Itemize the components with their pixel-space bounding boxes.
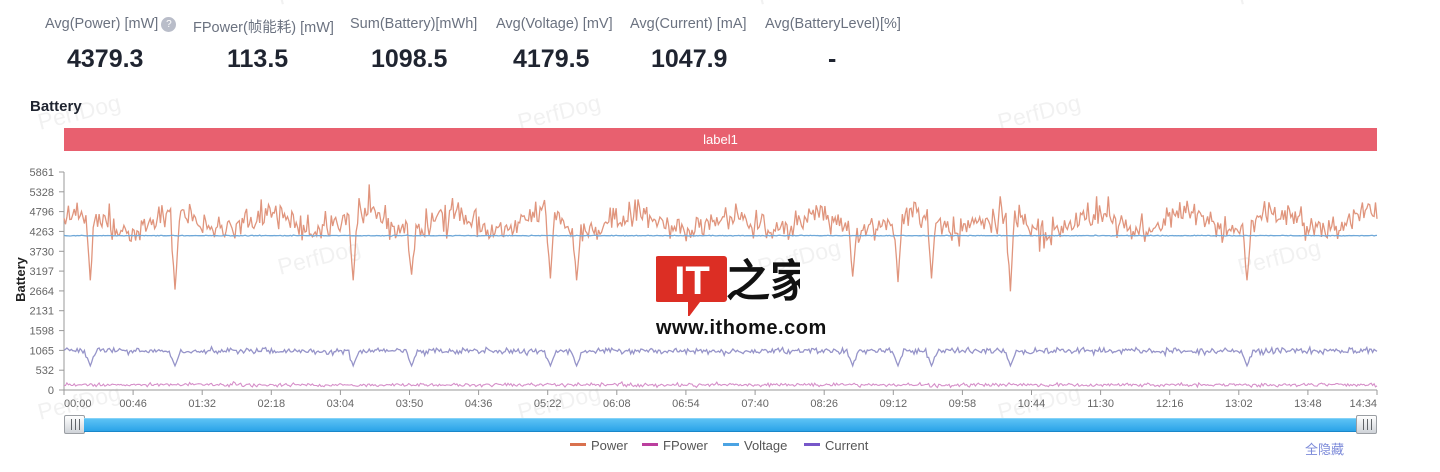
svg-text:00:00: 00:00	[64, 398, 92, 410]
svg-text:03:04: 03:04	[327, 398, 355, 410]
svg-text:11:30: 11:30	[1087, 398, 1114, 410]
svg-text:4796: 4796	[30, 207, 54, 219]
svg-text:1598: 1598	[30, 326, 54, 338]
svg-text:2664: 2664	[30, 286, 54, 298]
svg-text:3730: 3730	[30, 246, 54, 258]
svg-text:5328: 5328	[30, 187, 54, 199]
svg-text:03:50: 03:50	[396, 398, 424, 410]
svg-text:0: 0	[48, 385, 54, 397]
svg-text:06:54: 06:54	[672, 398, 700, 410]
svg-text:02:18: 02:18	[258, 398, 286, 410]
svg-text:13:48: 13:48	[1294, 398, 1322, 410]
svg-text:09:58: 09:58	[949, 398, 977, 410]
svg-text:5861: 5861	[30, 167, 54, 179]
svg-text:10:44: 10:44	[1018, 398, 1046, 410]
svg-text:13:02: 13:02	[1225, 398, 1253, 410]
svg-text:1065: 1065	[30, 345, 54, 357]
svg-text:14:34: 14:34	[1349, 398, 1377, 410]
svg-text:2131: 2131	[30, 306, 54, 318]
svg-text:07:40: 07:40	[741, 398, 769, 410]
svg-text:09:12: 09:12	[880, 398, 908, 410]
svg-text:3197: 3197	[30, 266, 54, 278]
svg-text:4263: 4263	[30, 226, 54, 238]
svg-text:04:36: 04:36	[465, 398, 493, 410]
svg-text:05:22: 05:22	[534, 398, 562, 410]
svg-text:532: 532	[36, 365, 54, 377]
svg-text:00:46: 00:46	[119, 398, 147, 410]
svg-text:12:16: 12:16	[1156, 398, 1184, 410]
svg-text:01:32: 01:32	[188, 398, 216, 410]
svg-text:08:26: 08:26	[810, 398, 838, 410]
svg-text:06:08: 06:08	[603, 398, 631, 410]
